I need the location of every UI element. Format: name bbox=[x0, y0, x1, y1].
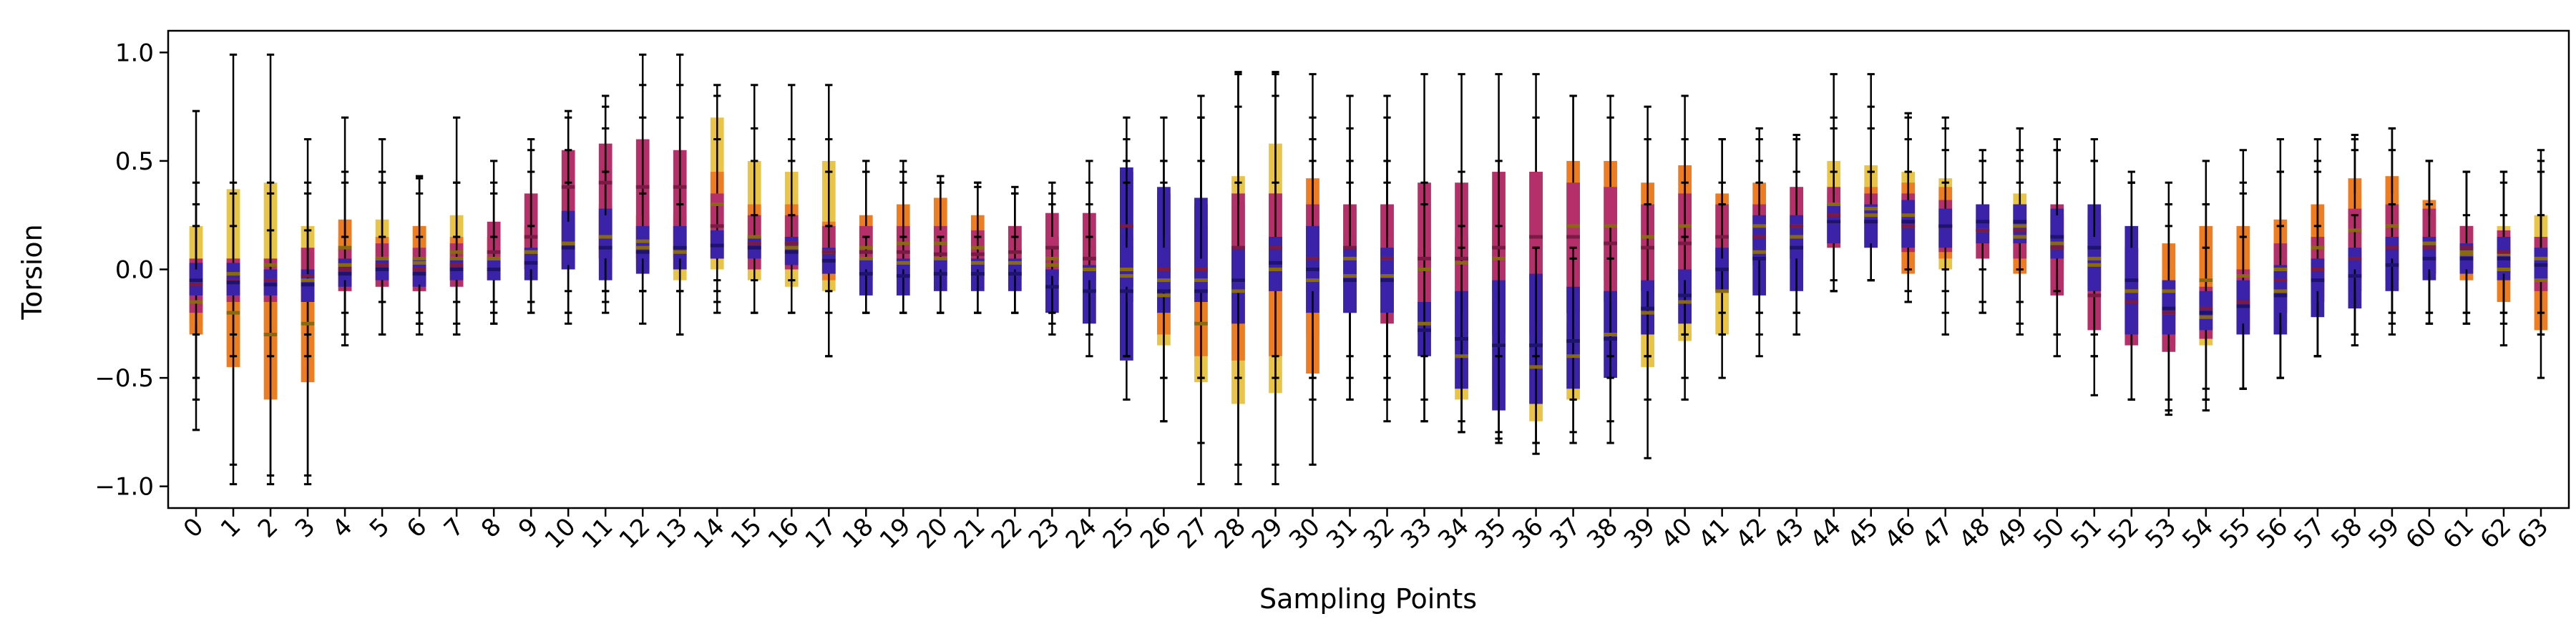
box-indigo-25 bbox=[1120, 167, 1133, 361]
y-tick-label: 1.0 bbox=[115, 39, 154, 67]
y-tick-label: 0.5 bbox=[115, 147, 154, 176]
y-axis-label: Torsion bbox=[16, 224, 48, 320]
whiskers-layer bbox=[192, 53, 2545, 486]
box-indigo-50 bbox=[2050, 208, 2064, 259]
y-tick-label: −1.0 bbox=[94, 473, 154, 502]
box-indigo-43 bbox=[1790, 215, 1804, 291]
box-indigo-45 bbox=[1864, 204, 1878, 248]
box-indigo-44 bbox=[1827, 204, 1841, 244]
box-indigo-28 bbox=[1231, 248, 1245, 324]
y-tick-label: 0.0 bbox=[115, 256, 154, 285]
box-indigo-10 bbox=[561, 210, 575, 270]
box-indigo-57 bbox=[2311, 258, 2325, 318]
box-indigo-56 bbox=[2273, 265, 2288, 335]
box-indigo-47 bbox=[1938, 208, 1953, 248]
box-indigo-54 bbox=[2199, 291, 2213, 331]
medians-layer bbox=[189, 180, 2548, 369]
box-indigo-2 bbox=[263, 269, 278, 296]
box-indigo-11 bbox=[598, 208, 613, 280]
box-indigo-48 bbox=[1976, 204, 1990, 244]
box-indigo-49 bbox=[2013, 204, 2027, 244]
y-tick-label: −0.5 bbox=[94, 364, 154, 393]
box-indigo-12 bbox=[635, 225, 650, 274]
x-axis-label: Sampling Points bbox=[1259, 583, 1477, 615]
box-indigo-46 bbox=[1901, 200, 1916, 248]
